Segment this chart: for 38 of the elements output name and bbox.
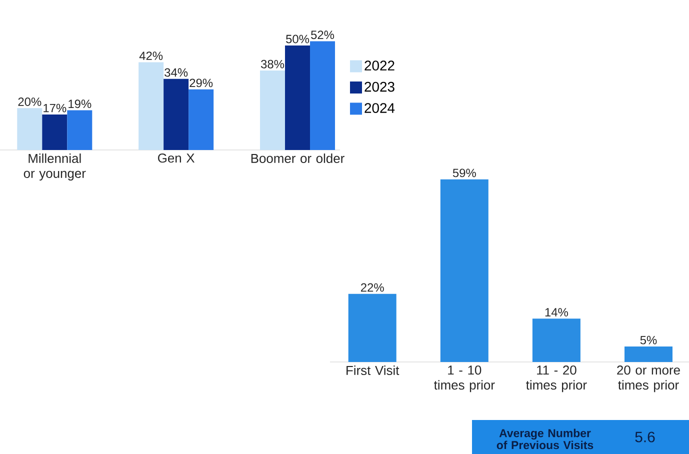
data-label: 38% bbox=[260, 60, 284, 68]
data-label: 17% bbox=[44, 104, 66, 112]
legend-label: 2023 bbox=[364, 82, 394, 92]
legend-label: 2022 bbox=[364, 60, 394, 71]
data-label: 34% bbox=[164, 68, 188, 77]
data-label: 42% bbox=[139, 52, 163, 60]
bar bbox=[348, 294, 396, 362]
bar bbox=[42, 114, 68, 150]
data-label: 5% bbox=[640, 336, 657, 344]
data-label: 19% bbox=[68, 100, 92, 108]
bar bbox=[440, 179, 488, 362]
x-tick-label: Boomer or older bbox=[251, 154, 344, 164]
x-tick-label: Gen X bbox=[158, 154, 195, 163]
data-label: 14% bbox=[545, 308, 568, 316]
x-tick-label: First Visit bbox=[346, 366, 400, 376]
bar bbox=[164, 78, 189, 150]
legend-label: 2024 bbox=[364, 103, 395, 113]
bar bbox=[624, 346, 672, 362]
bar bbox=[138, 62, 164, 150]
bar bbox=[17, 108, 42, 150]
bar bbox=[67, 110, 92, 150]
data-label: 29% bbox=[190, 78, 213, 88]
data-label: 20% bbox=[18, 98, 42, 106]
x-tick-label: Millennial or younger bbox=[24, 154, 86, 181]
text: 5.6 bbox=[635, 432, 655, 442]
x-tick-label: 11 - 20 times prior bbox=[526, 366, 587, 392]
bar bbox=[260, 70, 286, 150]
bar bbox=[310, 41, 336, 150]
text: Average Number of Previous Visits bbox=[496, 428, 594, 450]
data-label: 52% bbox=[311, 30, 334, 40]
x-tick-label: 1 - 10 times prior bbox=[434, 366, 495, 392]
data-label: 59% bbox=[452, 168, 476, 178]
bar bbox=[188, 89, 214, 150]
x-tick-label: 20 or more times prior bbox=[617, 366, 680, 392]
bar bbox=[532, 318, 580, 362]
bar bbox=[285, 45, 310, 150]
data-label: 50% bbox=[286, 34, 310, 44]
data-label: 22% bbox=[360, 283, 384, 292]
